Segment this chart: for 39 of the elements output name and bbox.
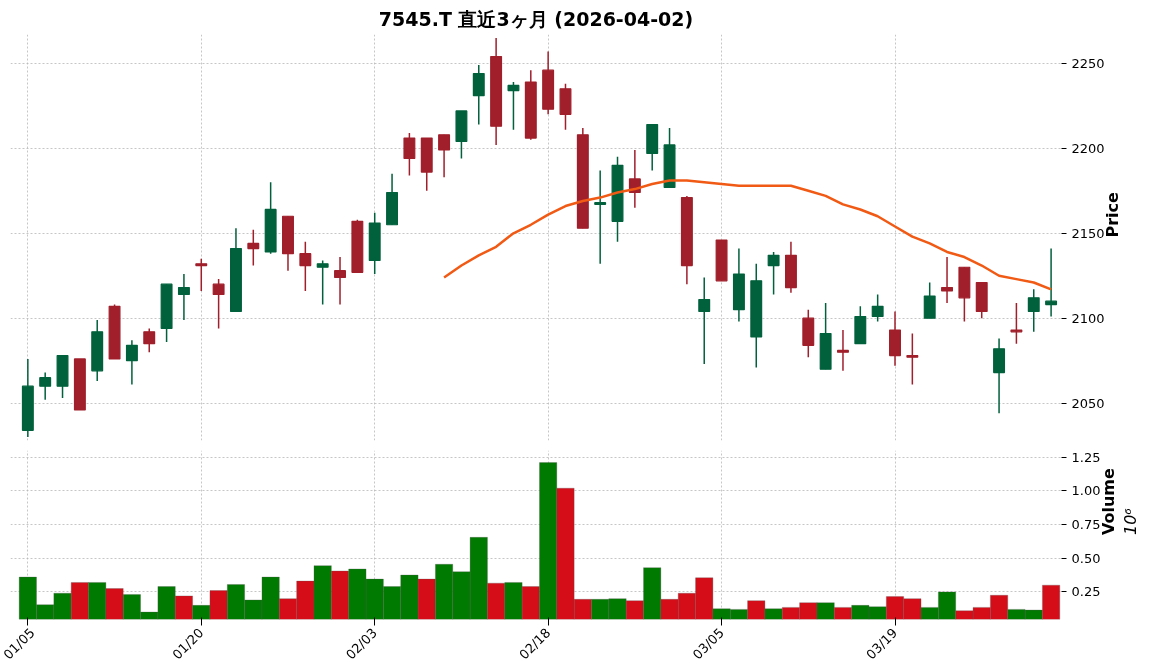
y-tick-label: 0.25: [1071, 584, 1101, 600]
y-tick-label: 2250: [1071, 55, 1105, 71]
y-tick-label: 2100: [1071, 310, 1105, 326]
candlestick: [39, 371, 52, 401]
y-tick-label: 0.50: [1071, 550, 1101, 566]
y-axis-title: Price: [1103, 191, 1123, 238]
candlestick: [871, 293, 884, 323]
candlestick: [767, 251, 780, 296]
y-tick-label: 2050: [1071, 395, 1105, 411]
candlestick: [316, 259, 329, 306]
candlestick: [334, 256, 346, 306]
chart-title: 7545.T 直近3ヶ月 (2026-04-02): [378, 7, 694, 30]
text: 10⁶: [1121, 507, 1140, 535]
candlestick: [941, 256, 954, 304]
candlestick: [1010, 302, 1023, 345]
y-tick-label: 0.75: [1071, 517, 1101, 533]
candlestick: [507, 81, 520, 131]
candlestick: [143, 327, 156, 353]
candlestick: [177, 273, 190, 321]
y-tick-label: 2200: [1071, 140, 1105, 156]
candlestick: [472, 64, 485, 126]
candlestick: [403, 132, 416, 177]
candlestick: [837, 329, 849, 372]
candlestick: [906, 332, 919, 386]
y-tick-label: 1.25: [1071, 449, 1101, 465]
candlestick: [993, 337, 1006, 415]
candlestick: [438, 133, 451, 178]
candlestick: [212, 278, 225, 330]
y-tick-label: 1.00: [1071, 483, 1101, 499]
candlestick: [125, 339, 138, 386]
candlestick: [195, 257, 208, 292]
candlestick: [1027, 288, 1040, 333]
candlestick: [247, 229, 260, 267]
candlestick: [923, 281, 936, 319]
candlestick: [299, 241, 312, 292]
line-series: [442, 179, 1053, 291]
candlestick: [698, 276, 711, 365]
candlestick: [594, 169, 607, 265]
y-tick-label: 2150: [1071, 225, 1105, 241]
